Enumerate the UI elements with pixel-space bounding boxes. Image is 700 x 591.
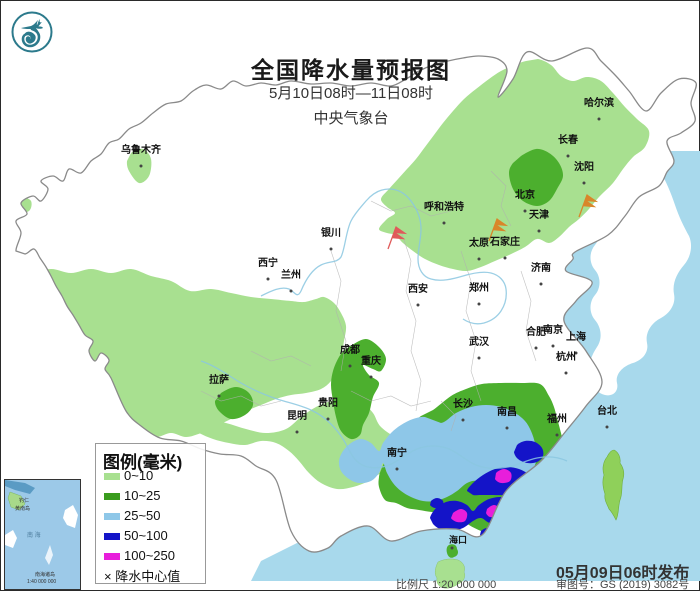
svg-text:南 海: 南 海 — [27, 531, 41, 539]
svg-text:黄南岛: 黄南岛 — [15, 505, 30, 512]
svg-text:南海诸岛: 南海诸岛 — [35, 571, 55, 578]
svg-text:1:40 000 000: 1:40 000 000 — [27, 579, 56, 585]
svg-text:钓仁: 钓仁 — [19, 497, 29, 504]
